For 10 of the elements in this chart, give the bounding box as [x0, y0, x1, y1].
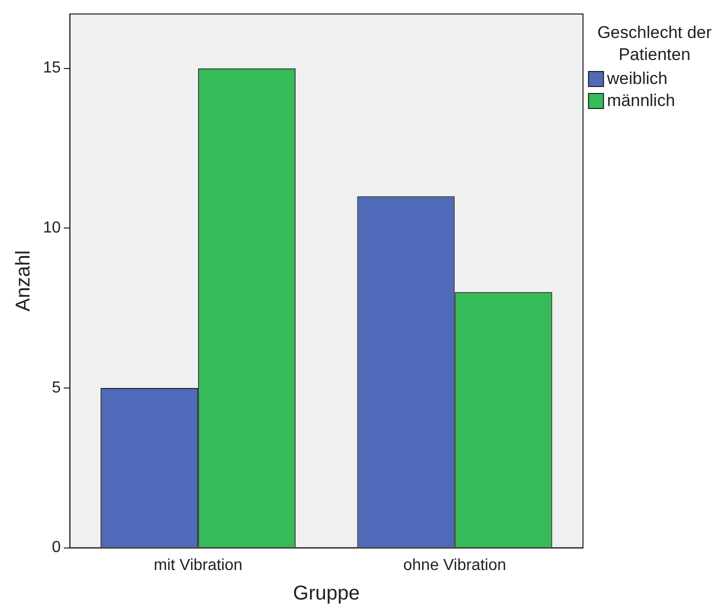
- x-tick-label: ohne Vibration: [403, 556, 506, 574]
- x-axis-title: Gruppe: [293, 582, 360, 605]
- x-tick-label: mit Vibration: [154, 556, 242, 574]
- legend-label: männlich: [607, 91, 676, 111]
- y-tick-label: 0: [52, 539, 61, 556]
- legend-label: weiblich: [607, 69, 668, 89]
- y-tick-label: 5: [52, 379, 61, 396]
- y-axis-title: Anzahl: [12, 250, 35, 312]
- y-tick-label: 10: [43, 220, 61, 237]
- y-tick-label: 15: [43, 60, 61, 77]
